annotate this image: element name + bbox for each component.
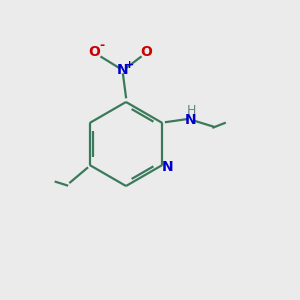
Text: +: +: [125, 59, 134, 70]
Text: -: -: [99, 39, 105, 52]
Text: N: N: [185, 113, 197, 127]
Text: O: O: [88, 46, 101, 59]
Text: H: H: [187, 104, 196, 118]
Text: N: N: [161, 160, 173, 174]
Text: N: N: [117, 64, 129, 77]
Text: O: O: [140, 46, 152, 59]
